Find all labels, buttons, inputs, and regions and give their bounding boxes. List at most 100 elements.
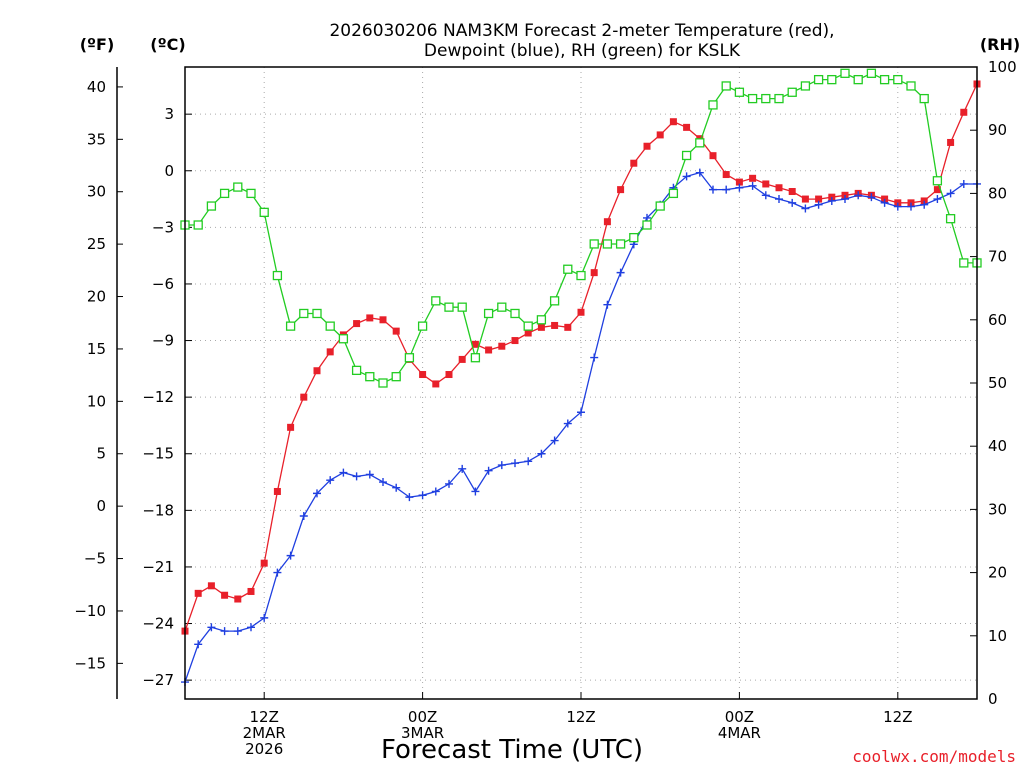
rh-point [866, 68, 877, 78]
celsius-tick-label: −12 [142, 388, 174, 406]
rh-point [523, 321, 533, 331]
rh-tick-label: 40 [988, 437, 1007, 455]
time-tick-label: 4MAR [718, 724, 761, 742]
temperature-point [762, 180, 770, 188]
rh-point [444, 302, 454, 312]
rh-point [668, 188, 679, 199]
dewpoint-point [854, 191, 863, 200]
temperature-point [287, 423, 295, 431]
chart-title-line-2: Dewpoint (blue), RH (green) for KSLK [424, 41, 741, 61]
dewpoint-point [194, 640, 203, 649]
rh-point [813, 74, 824, 85]
temperature-point [260, 559, 268, 567]
temperature-point [947, 138, 955, 146]
fahrenheit-unit-label: (ºF) [80, 35, 115, 54]
rh-point [233, 182, 243, 192]
rh-line [185, 72, 977, 384]
temperature-point [300, 393, 308, 401]
dewpoint-point [220, 627, 229, 636]
celsius-tick-label: −15 [142, 445, 174, 463]
dewpoint-point [458, 464, 467, 473]
dewpoint-point [946, 189, 955, 198]
rh-point [312, 308, 322, 319]
dewpoint-point [326, 476, 335, 485]
dewpoint-point [695, 168, 704, 177]
rh-point [734, 87, 745, 97]
plot-frame [184, 66, 978, 700]
dewpoint-point [497, 461, 506, 470]
fahrenheit-tick-label: 30 [87, 183, 106, 201]
temperature-point [537, 323, 545, 331]
series-layer [180, 68, 982, 687]
rh-point [721, 81, 731, 91]
dewpoint-point [933, 195, 942, 204]
rh-point [959, 258, 969, 268]
rh-point [774, 93, 784, 104]
time-tick-label: 3MAR [401, 724, 444, 742]
celsius-tick-label: −18 [142, 501, 174, 519]
rh-point [708, 100, 718, 110]
rh-point [325, 321, 335, 331]
rh-point [576, 270, 586, 281]
fahrenheit-axis: 40 35 30 25 20 15 10 5 0 −5 −10 −15 [74, 78, 123, 672]
dewpoint-point [418, 491, 427, 500]
temperature-point [656, 131, 664, 139]
rh-point [615, 239, 626, 249]
rh-point [655, 201, 665, 211]
dewpoint-point [682, 172, 691, 181]
rh-point [417, 321, 428, 331]
dewpoint-point [471, 487, 480, 496]
dewpoint-point [814, 200, 823, 209]
temperature-point [617, 186, 625, 194]
gridlines [185, 67, 977, 699]
dewpoint-point [207, 623, 216, 632]
rh-point [787, 87, 797, 97]
x-axis-title: Forecast Time (UTC) [381, 735, 643, 765]
temperature-point [788, 188, 796, 196]
dewpoint-point [431, 487, 440, 496]
temperature-point [590, 269, 598, 277]
rh-point [642, 220, 652, 230]
celsius-tick-label: 0 [164, 162, 174, 180]
dewpoint-point [313, 489, 321, 498]
temperature-point [471, 340, 479, 348]
rh-point [351, 365, 362, 376]
celsius-tick-label: −24 [142, 615, 174, 633]
dewpoint-point [392, 483, 401, 492]
temperature-point [735, 178, 743, 186]
dewpoint-point [273, 568, 282, 577]
temperature-point [326, 348, 334, 356]
rh-point [338, 334, 349, 344]
temperature-point [577, 308, 585, 316]
dewpoint-point [920, 200, 929, 209]
temperature-point [379, 316, 387, 324]
temperature-point [247, 587, 255, 595]
rh-point [219, 188, 230, 199]
rh-point [695, 138, 705, 148]
temperature-point [551, 321, 559, 329]
rh-tick-label: 80 [988, 184, 1007, 202]
watermark: coolwx.com/models [852, 747, 1016, 766]
temperature-point [366, 314, 374, 322]
dewpoint-point [286, 551, 295, 560]
dewpoint-point [603, 300, 612, 309]
temperature-point [524, 329, 532, 337]
dewpoint-point [880, 198, 889, 207]
celsius-tick-label: −21 [142, 558, 174, 576]
dewpoint-point [299, 512, 308, 521]
temperature-point [432, 380, 440, 388]
temperature-point [194, 589, 202, 597]
temperature-point [485, 346, 493, 354]
rh-point [853, 74, 863, 85]
chart-title: 2026030206 NAM3KM Forecast 2-meter Tempe… [329, 21, 834, 61]
rh-point [457, 302, 467, 312]
celsius-tick-label: −6 [152, 275, 174, 293]
temperature-point [801, 195, 809, 203]
rh-point [589, 239, 599, 249]
temperature-point [313, 367, 321, 375]
rh-point [483, 308, 494, 319]
rh-point [404, 353, 415, 363]
time-tick-label: 00Z [408, 708, 437, 726]
